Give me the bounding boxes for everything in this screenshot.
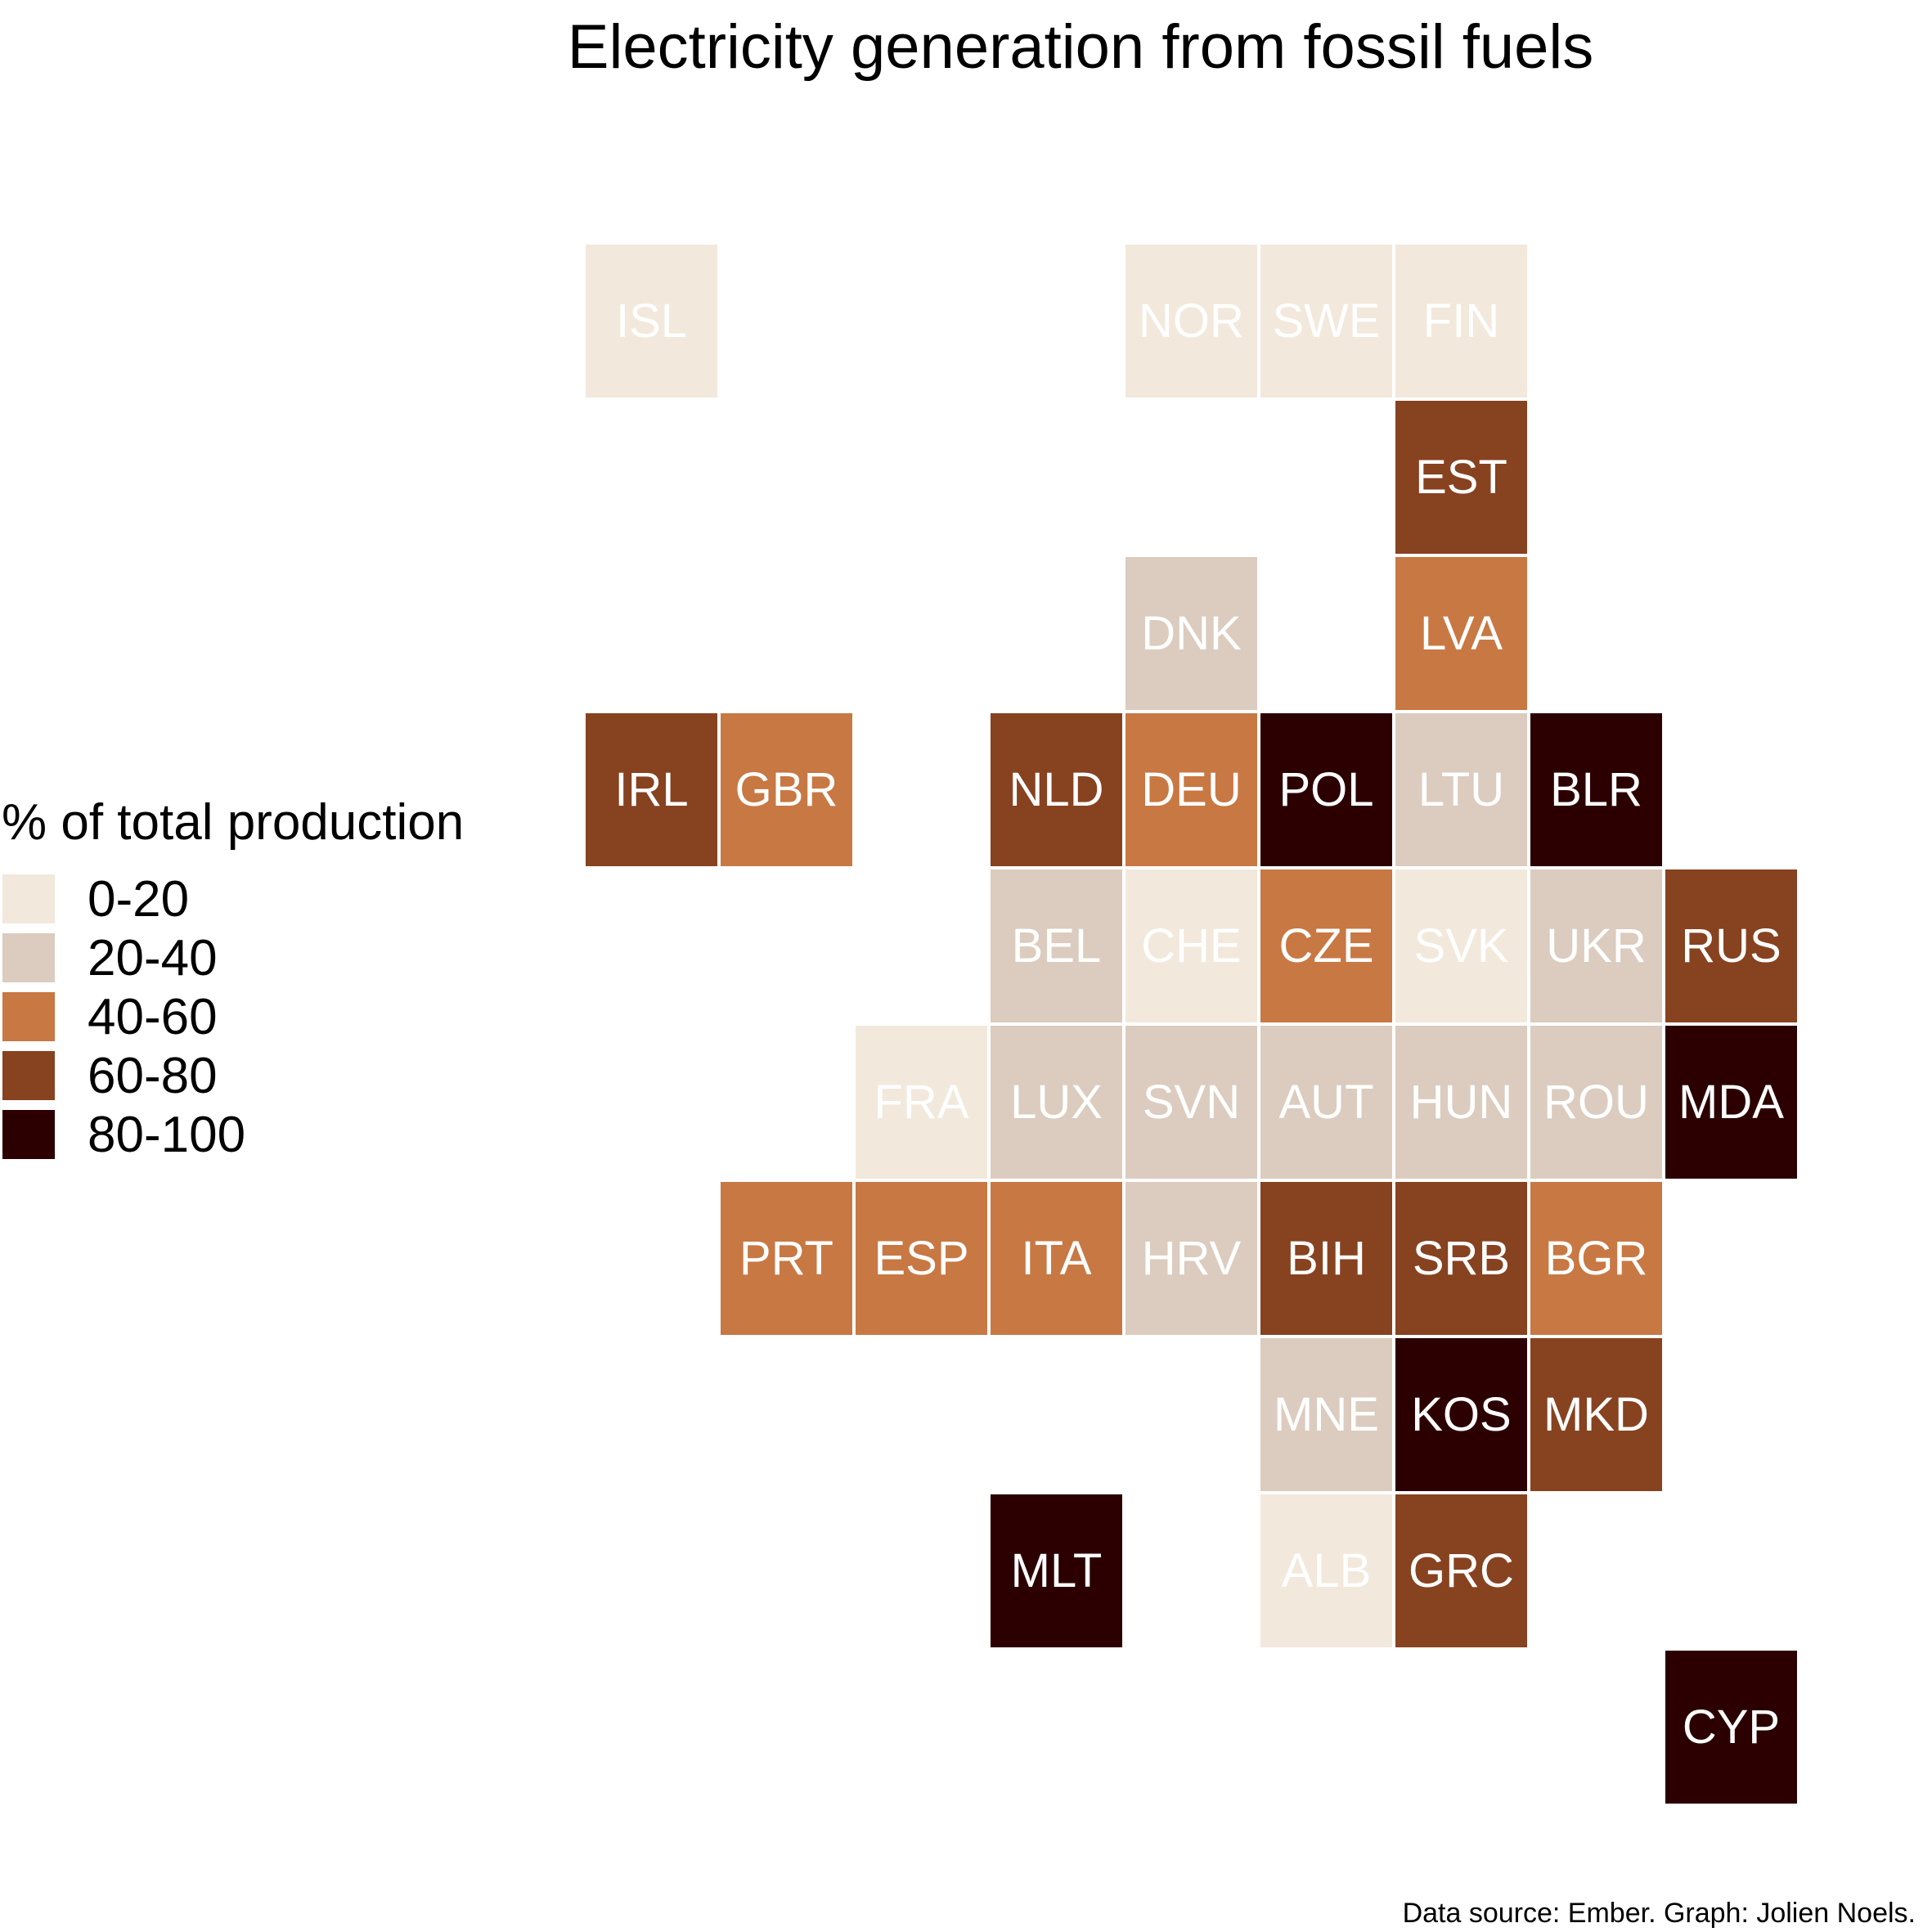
legend-swatch bbox=[2, 992, 55, 1041]
country-tile-cyp: CYP bbox=[1665, 1651, 1797, 1804]
country-tile-hun: HUN bbox=[1395, 1026, 1527, 1179]
country-tile-bih: BIH bbox=[1260, 1182, 1392, 1335]
country-tile-rou: ROU bbox=[1530, 1026, 1662, 1179]
country-tile-nor: NOR bbox=[1126, 245, 1257, 398]
country-tile-lux: LUX bbox=[991, 1026, 1122, 1179]
country-tile-svk: SVK bbox=[1395, 869, 1527, 1022]
country-tile-fin: FIN bbox=[1395, 245, 1527, 398]
legend-swatch bbox=[2, 933, 55, 982]
data-source-caption: Data source: Ember. Graph: Jolien Noels. bbox=[1402, 1898, 1916, 1929]
country-tile-swe: SWE bbox=[1260, 245, 1392, 398]
legend-item: 60-80 bbox=[0, 1046, 532, 1105]
country-tile-srb: SRB bbox=[1395, 1182, 1527, 1335]
country-tile-nld: NLD bbox=[991, 713, 1122, 866]
legend-item: 40-60 bbox=[0, 987, 532, 1046]
country-tile-mlt: MLT bbox=[991, 1494, 1122, 1647]
country-tile-rus: RUS bbox=[1665, 869, 1797, 1022]
country-tile-bel: BEL bbox=[991, 869, 1122, 1022]
country-tile-fra: FRA bbox=[856, 1026, 987, 1179]
legend-swatch bbox=[2, 1110, 55, 1159]
legend-item: 20-40 bbox=[0, 928, 532, 987]
country-tile-deu: DEU bbox=[1126, 713, 1257, 866]
legend-label: 0-20 bbox=[88, 870, 190, 928]
country-tile-ita: ITA bbox=[991, 1182, 1122, 1335]
legend-label: 40-60 bbox=[88, 988, 218, 1045]
country-tile-svn: SVN bbox=[1126, 1026, 1257, 1179]
legend-swatch bbox=[2, 874, 55, 923]
legend-item: 80-100 bbox=[0, 1105, 532, 1164]
country-tile-prt: PRT bbox=[721, 1182, 852, 1335]
legend: % of total production 0-20 20-40 40-60 60-8… bbox=[0, 793, 532, 1164]
country-tile-esp: ESP bbox=[856, 1182, 987, 1335]
country-tile-lva: LVA bbox=[1395, 557, 1527, 710]
legend-label: 60-80 bbox=[88, 1047, 218, 1104]
country-tile-blr: BLR bbox=[1530, 713, 1662, 866]
legend-swatch bbox=[2, 1051, 55, 1100]
country-tile-irl: IRL bbox=[586, 713, 717, 866]
country-tile-kos: KOS bbox=[1395, 1338, 1527, 1491]
country-tile-aut: AUT bbox=[1260, 1026, 1392, 1179]
legend-label: 80-100 bbox=[88, 1106, 246, 1163]
legend-item: 0-20 bbox=[0, 869, 532, 928]
country-tile-ltu: LTU bbox=[1395, 713, 1527, 866]
country-tile-ukr: UKR bbox=[1530, 869, 1662, 1022]
legend-label: 20-40 bbox=[88, 929, 218, 986]
country-tile-grc: GRC bbox=[1395, 1494, 1527, 1647]
country-tile-mda: MDA bbox=[1665, 1026, 1797, 1179]
country-tile-gbr: GBR bbox=[721, 713, 852, 866]
country-tile-che: CHE bbox=[1126, 869, 1257, 1022]
country-tile-mne: MNE bbox=[1260, 1338, 1392, 1491]
chart-title: Electricity generation from fossil fuels bbox=[567, 12, 1594, 82]
country-tile-pol: POL bbox=[1260, 713, 1392, 866]
legend-items: 0-20 20-40 40-60 60-80 80-100 bbox=[0, 869, 532, 1164]
country-tile-hrv: HRV bbox=[1126, 1182, 1257, 1335]
country-tile-mkd: MKD bbox=[1530, 1338, 1662, 1491]
legend-title: % of total production bbox=[2, 794, 465, 851]
country-tile-cze: CZE bbox=[1260, 869, 1392, 1022]
country-tile-dnk: DNK bbox=[1126, 557, 1257, 710]
country-tile-isl: ISL bbox=[586, 245, 717, 398]
country-tile-bgr: BGR bbox=[1530, 1182, 1662, 1335]
country-tile-est: EST bbox=[1395, 401, 1527, 554]
country-tile-alb: ALB bbox=[1260, 1494, 1392, 1647]
